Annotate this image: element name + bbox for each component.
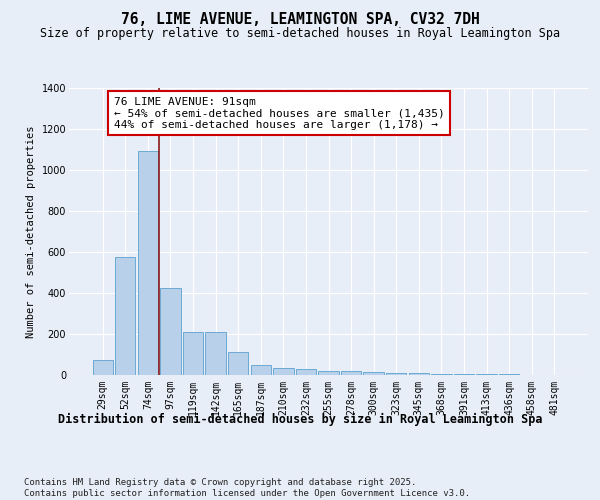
Text: Distribution of semi-detached houses by size in Royal Leamington Spa: Distribution of semi-detached houses by … xyxy=(58,412,542,426)
Bar xyxy=(499,374,519,375)
Bar xyxy=(92,360,113,375)
Bar xyxy=(228,352,248,375)
Bar xyxy=(319,371,338,375)
Bar xyxy=(138,151,158,375)
Bar xyxy=(454,374,474,375)
Bar xyxy=(183,332,203,375)
Bar xyxy=(409,373,429,375)
Bar xyxy=(364,372,384,375)
Text: Size of property relative to semi-detached houses in Royal Leamington Spa: Size of property relative to semi-detach… xyxy=(40,28,560,40)
Y-axis label: Number of semi-detached properties: Number of semi-detached properties xyxy=(26,125,36,338)
Bar xyxy=(205,332,226,375)
Text: Contains HM Land Registry data © Crown copyright and database right 2025.
Contai: Contains HM Land Registry data © Crown c… xyxy=(24,478,470,498)
Bar xyxy=(341,371,361,375)
Text: 76 LIME AVENUE: 91sqm
← 54% of semi-detached houses are smaller (1,435)
44% of s: 76 LIME AVENUE: 91sqm ← 54% of semi-deta… xyxy=(114,96,445,130)
Bar xyxy=(251,364,271,375)
Bar xyxy=(273,368,293,375)
Bar xyxy=(160,288,181,375)
Bar xyxy=(386,373,406,375)
Bar xyxy=(431,374,452,375)
Bar xyxy=(115,257,136,375)
Text: 76, LIME AVENUE, LEAMINGTON SPA, CV32 7DH: 76, LIME AVENUE, LEAMINGTON SPA, CV32 7D… xyxy=(121,12,479,28)
Bar xyxy=(476,374,497,375)
Bar xyxy=(296,369,316,375)
